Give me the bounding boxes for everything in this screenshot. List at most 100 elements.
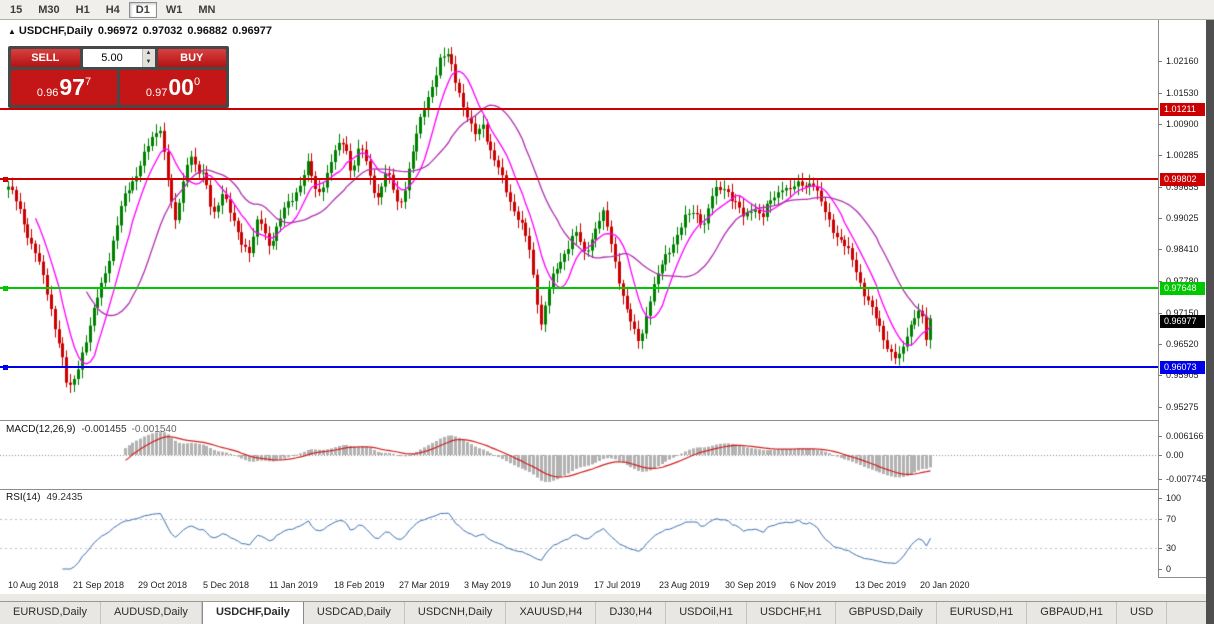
timeframe-button-MN[interactable]: MN bbox=[198, 3, 216, 16]
price-axis-tick: 1.00900 bbox=[1166, 119, 1199, 129]
price-chart-canvas[interactable] bbox=[0, 20, 1158, 577]
volume-field[interactable]: 5.00 ▲ ▼ bbox=[82, 49, 155, 67]
horizontal-level-line-1.01211[interactable] bbox=[0, 108, 1158, 110]
horizontal-level-line-0.99802[interactable] bbox=[0, 178, 1158, 180]
chart-tab-XAUUSD-H4[interactable]: XAUUSD,H4 bbox=[506, 602, 597, 624]
sell-button[interactable]: SELL bbox=[11, 49, 80, 67]
current-price-tag: 0.96977 bbox=[1160, 315, 1205, 328]
bottom-gap bbox=[0, 594, 1206, 601]
timeframe-toolbar: 15 M30 H1 H4 D1 W1 MN bbox=[0, 0, 1214, 20]
rsi-axis-tick: 0 bbox=[1166, 564, 1172, 574]
chart-tab-DJ30-H4[interactable]: DJ30,H4 bbox=[596, 602, 667, 624]
level-line-handle[interactable] bbox=[3, 365, 8, 370]
axis-tickmark bbox=[1159, 218, 1162, 219]
panel-separator[interactable] bbox=[0, 489, 1206, 490]
sell-price-display[interactable]: 0.96 97 7 bbox=[11, 70, 117, 105]
price-axis-tick: 0.99025 bbox=[1166, 213, 1199, 223]
price-axis-tick: 0.97780 bbox=[1166, 276, 1199, 286]
axis-tickmark bbox=[1159, 436, 1162, 437]
one-click-trading-panel: SELL 5.00 ▲ ▼ BUY 0.96 97 7 0.97 00 0 bbox=[8, 46, 229, 108]
axis-tickmark bbox=[1159, 61, 1162, 62]
timeframe-button-H1[interactable]: H1 bbox=[75, 3, 90, 16]
rsi-axis-tick: 100 bbox=[1166, 493, 1182, 503]
chart-tab-GBPUSD-Daily[interactable]: GBPUSD,Daily bbox=[836, 602, 937, 624]
axis-tickmark bbox=[1159, 519, 1162, 520]
level-price-tag: 1.01211 bbox=[1160, 103, 1205, 116]
timeframe-button-M30[interactable]: M30 bbox=[38, 3, 60, 16]
timeframe-button-H4[interactable]: H4 bbox=[105, 3, 120, 16]
time-axis[interactable]: 10 Aug 2018 21 Sep 2018 29 Oct 2018 5 Dec 2… bbox=[0, 577, 1158, 594]
price-axis-tick: 0.99655 bbox=[1166, 182, 1199, 192]
x-axis-date-label: 27 Mar 2019 bbox=[399, 580, 450, 590]
axis-tickmark bbox=[1159, 407, 1162, 408]
price-axis-tick: 0.95905 bbox=[1166, 370, 1199, 380]
timeframe-button-15[interactable]: 15 bbox=[10, 3, 23, 16]
macd-axis-tick: 0.006166 bbox=[1166, 431, 1204, 441]
axis-tickmark bbox=[1159, 281, 1162, 282]
volume-value[interactable]: 5.00 bbox=[101, 52, 123, 64]
axis-tickmark bbox=[1159, 548, 1162, 549]
chart-tab-USDCHF-H1[interactable]: USDCHF,H1 bbox=[747, 602, 836, 624]
x-axis-date-label: 6 Nov 2019 bbox=[790, 580, 837, 590]
chart-tab-EURUSD-Daily[interactable]: EURUSD,Daily bbox=[0, 602, 101, 624]
price-axis-tick: 0.96520 bbox=[1166, 339, 1199, 349]
axis-tickmark bbox=[1159, 93, 1162, 94]
chart-tab-bar: EURUSD,Daily AUDUSD,Daily USDCHF,Daily USDC… bbox=[0, 601, 1206, 624]
chart-tab-GBPAUD-H1[interactable]: GBPAUD,H1 bbox=[1027, 602, 1118, 624]
macd-name: MACD(12,26,9) bbox=[6, 424, 76, 435]
timeframe-button-W1[interactable]: W1 bbox=[165, 3, 183, 16]
sell-price-big: 97 bbox=[59, 74, 85, 100]
axis-tickmark bbox=[1159, 455, 1162, 456]
level-line-handle[interactable] bbox=[3, 177, 8, 182]
chart-tab-USDOil-H1[interactable]: USDOil,H1 bbox=[666, 602, 747, 624]
price-axis-tick: 0.98410 bbox=[1166, 244, 1199, 254]
x-axis-date-label: 23 Aug 2019 bbox=[659, 580, 710, 590]
volume-up-icon[interactable]: ▲ bbox=[145, 50, 152, 56]
level-price-tag: 0.97648 bbox=[1160, 282, 1205, 295]
buy-button[interactable]: BUY bbox=[157, 49, 226, 67]
x-axis-date-label: 20 Jan 2020 bbox=[920, 580, 970, 590]
x-axis-date-label: 17 Jul 2019 bbox=[594, 580, 641, 590]
macd-axis-tick: 0.00 bbox=[1166, 450, 1184, 460]
chart-tab-AUDUSD-Daily[interactable]: AUDUSD,Daily bbox=[101, 602, 202, 624]
x-axis-date-label: 3 May 2019 bbox=[464, 580, 512, 590]
buy-price-big: 00 bbox=[168, 74, 194, 100]
x-axis-date-label: 10 Jun 2019 bbox=[529, 580, 579, 590]
quote-low: 0.96882 bbox=[187, 25, 228, 37]
subwindow-marker-icon: ▲ bbox=[8, 27, 16, 36]
horizontal-level-line-0.97648[interactable] bbox=[0, 287, 1158, 289]
chart-tab-USD[interactable]: USD bbox=[1117, 602, 1168, 624]
quote-open: 0.96972 bbox=[97, 25, 138, 37]
axis-tickmark bbox=[1159, 569, 1162, 570]
x-axis-date-label: 29 Oct 2018 bbox=[138, 580, 188, 590]
axis-tickmark bbox=[1159, 375, 1162, 376]
axis-tickmark bbox=[1159, 155, 1162, 156]
timeframe-button-D1[interactable]: D1 bbox=[128, 1, 157, 18]
chart-tab-USDCHF-Daily[interactable]: USDCHF,Daily bbox=[201, 602, 304, 624]
level-line-handle[interactable] bbox=[3, 286, 8, 291]
x-axis-date-label: 30 Sep 2019 bbox=[725, 580, 777, 590]
chart-tab-USDCAD-Daily[interactable]: USDCAD,Daily bbox=[304, 602, 405, 624]
x-axis-date-label: 21 Sep 2018 bbox=[73, 580, 125, 590]
price-axis-tick: 1.00285 bbox=[1166, 150, 1199, 160]
rsi-axis-tick: 70 bbox=[1166, 514, 1177, 524]
price-axis[interactable]: 1.02160 1.01530 1.00900 1.00285 0.99655 0.990… bbox=[1158, 20, 1207, 577]
macd-value1: -0.001455 bbox=[81, 424, 127, 435]
chart-title: ▲ USDCHF,Daily 0.96972 0.97032 0.96882 0.9697… bbox=[8, 25, 277, 37]
volume-down-icon[interactable]: ▼ bbox=[145, 59, 152, 65]
price-axis-tick: 1.01530 bbox=[1166, 88, 1199, 98]
buy-price-sup: 0 bbox=[193, 75, 201, 88]
macd-axis-tick: -0.007745 bbox=[1166, 474, 1207, 484]
chart-tab-USDCNH-Daily[interactable]: USDCNH,Daily bbox=[405, 602, 507, 624]
sell-price-sup: 7 bbox=[84, 75, 92, 88]
volume-spinner[interactable]: ▲ ▼ bbox=[141, 49, 155, 67]
horizontal-level-line-0.96073[interactable] bbox=[0, 366, 1158, 368]
quote-close: 0.96977 bbox=[232, 25, 272, 37]
axis-tickmark bbox=[1159, 124, 1162, 125]
panel-separator[interactable] bbox=[0, 420, 1206, 421]
axis-tickmark bbox=[1159, 479, 1162, 480]
macd-value2: -0.001540 bbox=[131, 424, 177, 435]
chart-tab-EURUSD-H1[interactable]: EURUSD,H1 bbox=[937, 602, 1028, 624]
level-price-tag: 0.99802 bbox=[1160, 173, 1205, 186]
buy-price-display[interactable]: 0.97 00 0 bbox=[120, 70, 226, 105]
